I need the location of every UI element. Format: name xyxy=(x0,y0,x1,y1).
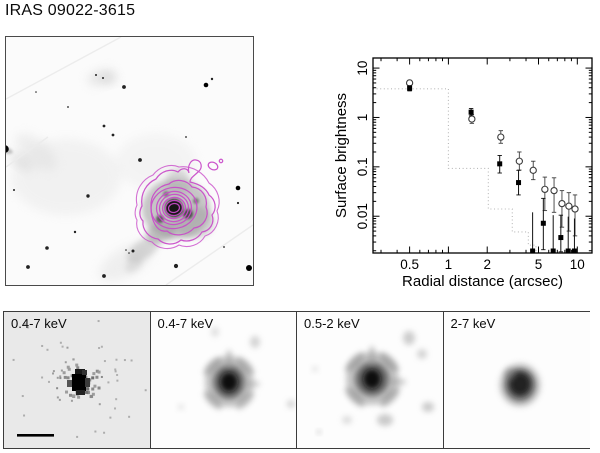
data-point-square xyxy=(468,109,474,115)
star-point xyxy=(102,274,106,278)
star-point xyxy=(125,249,127,251)
star-point xyxy=(102,124,106,128)
star-point xyxy=(235,185,241,191)
star-point xyxy=(26,265,30,269)
star-point xyxy=(203,82,209,88)
star-point xyxy=(128,252,130,254)
y-axis-label: Surface brightness xyxy=(333,93,350,218)
data-point-circle xyxy=(405,79,414,87)
star-point xyxy=(131,249,135,253)
y-tick-label: 0.1 xyxy=(355,157,370,176)
data-point-square xyxy=(571,248,577,254)
y-tick-label: 10 xyxy=(355,61,370,76)
scale-bar xyxy=(17,434,54,437)
data-point-circle xyxy=(550,186,558,195)
data-point-circle xyxy=(571,205,579,213)
data-point-square xyxy=(407,85,413,91)
smoothed-hard-band-image xyxy=(443,312,590,448)
data-point-circle xyxy=(515,157,523,165)
y-tick-label: 1 xyxy=(355,114,370,122)
x-tick-label: 0.5 xyxy=(400,257,419,272)
data-point-square xyxy=(497,161,503,167)
data-point-circle xyxy=(541,185,549,194)
data-point-circle xyxy=(468,115,476,123)
star-point xyxy=(73,230,77,234)
xray-panel-label: 0.5-2 keV xyxy=(304,316,360,331)
star-point xyxy=(95,74,97,76)
x-tick-label: 2 xyxy=(483,257,491,272)
figure-title: IRAS 09022-3615 xyxy=(5,2,136,19)
xray-panel-label: 0.4-7 keV xyxy=(157,316,214,331)
data-point-circle xyxy=(529,166,537,174)
xray-panel-hard-band: 2-7 keV xyxy=(442,311,590,449)
x-tick-label: 5 xyxy=(535,257,543,272)
star-point xyxy=(185,136,187,138)
xray-panel-soft-band: 0.5-2 keV xyxy=(296,311,444,449)
data-point-square xyxy=(565,248,571,254)
star-point xyxy=(102,77,104,79)
data-point-square xyxy=(540,220,546,226)
xray-panel-label: 2-7 keV xyxy=(450,316,496,331)
xray-contours xyxy=(134,158,224,250)
data-point-square xyxy=(530,248,536,254)
data-point-circle xyxy=(497,133,505,141)
star-point xyxy=(138,158,142,162)
xray-panel-raw: 0.4-7 keV xyxy=(3,311,151,449)
star-point xyxy=(223,246,225,248)
star-point xyxy=(67,106,69,108)
raw-counts-image xyxy=(4,312,150,448)
xray-panel-row: 0.4-7 keV 0.4-7 keV 0.5-2 keV 2-7 keV xyxy=(3,311,593,449)
star-point xyxy=(86,194,90,198)
star-point xyxy=(173,263,179,269)
star-point xyxy=(236,201,240,205)
star-point xyxy=(246,265,252,271)
star-point xyxy=(13,189,15,191)
xray-panel-full-band: 0.4-7 keV xyxy=(149,311,297,449)
star-point xyxy=(122,85,126,89)
smoothed-soft-band-image xyxy=(297,312,443,448)
star-point xyxy=(45,246,49,250)
model-step-line xyxy=(373,88,537,253)
optical-image-panel xyxy=(5,36,254,286)
x-tick-label: 10 xyxy=(570,257,585,272)
radial-profile-chart: 0.5 1 2 5 10 0.01 0.1 1 10 Radial distance (arcse… xyxy=(300,40,600,293)
data-point-circle xyxy=(558,199,566,208)
x-axis-label: Radial distance (arcsec) xyxy=(402,273,563,290)
star-point xyxy=(111,133,115,137)
star-point xyxy=(210,77,214,81)
x-tick-label: 1 xyxy=(445,257,453,272)
data-point-square xyxy=(550,248,556,254)
surface-brightness-plot: 0.5 1 2 5 10 0.01 0.1 1 10 Radial distance (arcse… xyxy=(333,57,593,290)
data-point-square xyxy=(516,180,522,186)
smoothed-full-band-image xyxy=(150,312,297,448)
data-point-circle xyxy=(565,202,573,210)
chart-frame xyxy=(372,57,593,254)
y-tick-label: 0.01 xyxy=(355,203,370,229)
xray-panel-label: 0.4-7 keV xyxy=(11,316,67,331)
star-point xyxy=(35,91,37,93)
optical-image-with-contours xyxy=(6,37,253,285)
data-point-square xyxy=(558,235,564,241)
